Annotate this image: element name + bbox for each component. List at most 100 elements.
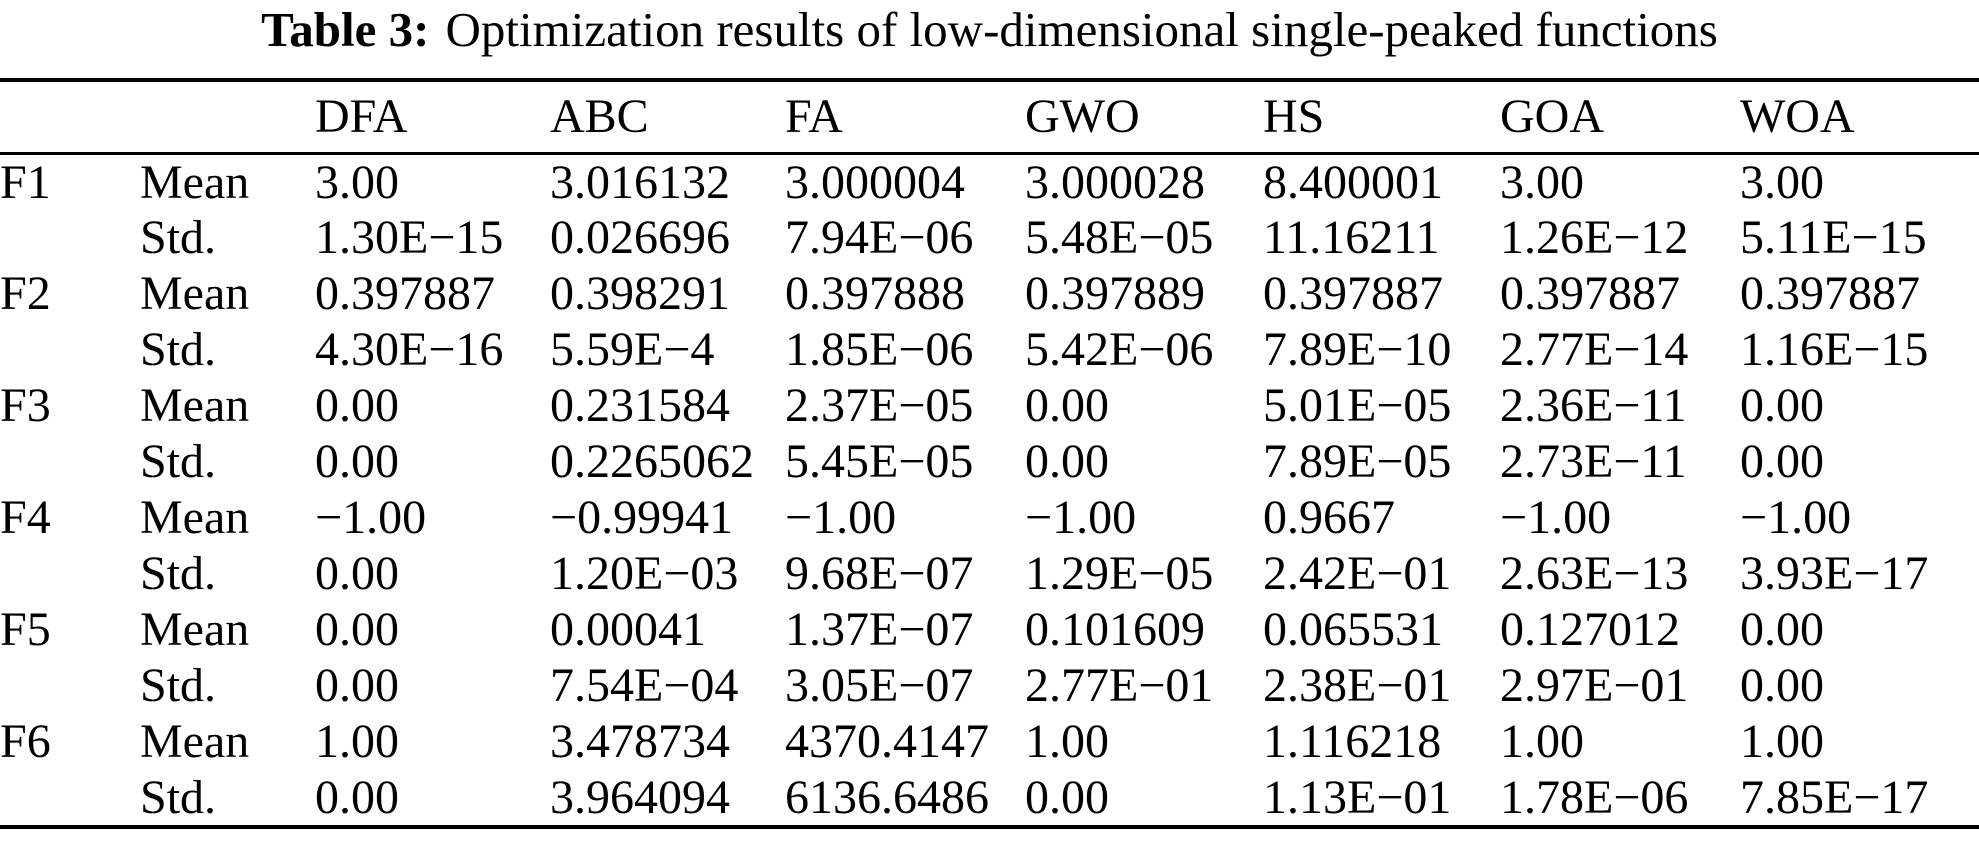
value-cell: 0.127012 <box>1500 603 1680 656</box>
value-cell: −1.00 <box>315 491 427 544</box>
value-cell: 2.97E−01 <box>1500 659 1689 712</box>
value-cell: 0.00 <box>315 547 399 600</box>
table-row: F6 Mean 1.00 3.478734 4370.4147 1.00 1.1… <box>0 714 1979 770</box>
function-cell: F6 <box>0 715 51 768</box>
value-cell: 1.30E−15 <box>315 211 504 264</box>
value-cell: 0.397888 <box>785 267 965 320</box>
value-cell: 11.16211 <box>1263 211 1440 264</box>
column-header-gwo: GWO <box>1025 90 1140 144</box>
value-cell: 1.78E−06 <box>1500 770 1689 824</box>
value-cell: −0.99941 <box>550 491 734 544</box>
value-cell: −1.00 <box>1500 491 1612 544</box>
results-table: DFA ABC FA GWO HS GOA WOA F1 Mean 3.00 3… <box>0 78 1979 829</box>
value-cell: 3.478734 <box>550 715 730 768</box>
stat-cell: Mean <box>140 267 250 320</box>
table-row: Std. 0.00 3.964094 6136.6486 0.00 1.13E−… <box>0 770 1979 827</box>
value-cell: 0.00 <box>1740 603 1824 656</box>
value-cell: 0.9667 <box>1263 491 1395 544</box>
table-row: Std. 0.00 7.54E−04 3.05E−07 2.77E−01 2.3… <box>0 658 1979 714</box>
value-cell: 0.00041 <box>550 603 706 656</box>
stat-cell: Mean <box>140 603 250 656</box>
column-header-woa: WOA <box>1740 90 1855 144</box>
value-cell: 4.30E−16 <box>315 323 504 376</box>
column-header-abc: ABC <box>550 90 649 144</box>
value-cell: 1.116218 <box>1263 715 1442 768</box>
table-row: F4 Mean −1.00 −0.99941 −1.00 −1.00 0.966… <box>0 490 1979 546</box>
value-cell: 1.26E−12 <box>1500 211 1689 264</box>
value-cell: 3.964094 <box>550 770 730 824</box>
value-cell: 5.59E−4 <box>550 323 715 376</box>
value-cell: 1.20E−03 <box>550 547 739 600</box>
value-cell: 9.68E−07 <box>785 547 974 600</box>
table-caption-text: Optimization results of low-dimensional … <box>445 2 1718 57</box>
value-cell: 1.00 <box>1500 715 1584 768</box>
table-caption: Table 3: Optimization results of low-dime… <box>0 2 1979 58</box>
value-cell: 2.77E−14 <box>1500 323 1689 376</box>
function-cell <box>0 210 140 266</box>
value-cell: 1.13E−01 <box>1263 770 1452 824</box>
header-row: DFA ABC FA GWO HS GOA WOA <box>0 80 1979 153</box>
value-cell: 1.00 <box>315 715 399 768</box>
value-cell: −1.00 <box>1025 491 1137 544</box>
column-header-fa: FA <box>785 90 843 144</box>
function-cell: F5 <box>0 603 51 656</box>
value-cell: 5.48E−05 <box>1025 211 1214 264</box>
value-cell: 0.398291 <box>550 267 730 320</box>
table-row: Std. 0.00 1.20E−03 9.68E−07 1.29E−05 2.4… <box>0 546 1979 602</box>
value-cell: 0.00 <box>315 435 399 488</box>
value-cell: 2.42E−01 <box>1263 547 1452 600</box>
table-row: F2 Mean 0.397887 0.398291 0.397888 0.397… <box>0 266 1979 322</box>
function-cell <box>0 770 140 827</box>
value-cell: 0.397887 <box>315 267 495 320</box>
stat-cell: Std. <box>140 770 217 824</box>
value-cell: 5.45E−05 <box>785 435 974 488</box>
value-cell: 0.065531 <box>1263 603 1443 656</box>
value-cell: 0.00 <box>1025 770 1109 824</box>
value-cell: 0.00 <box>315 659 399 712</box>
value-cell: 3.000028 <box>1025 155 1205 209</box>
stat-cell: Std. <box>140 323 217 376</box>
value-cell: 0.026696 <box>550 211 730 264</box>
table-row: F1 Mean 3.00 3.016132 3.000004 3.000028 … <box>0 153 1979 210</box>
value-cell: 5.01E−05 <box>1263 379 1452 432</box>
value-cell: 0.397887 <box>1263 267 1443 320</box>
value-cell: 0.00 <box>1740 379 1824 432</box>
stat-cell: Mean <box>140 715 250 768</box>
table-row: F5 Mean 0.00 0.00041 1.37E−07 0.101609 0… <box>0 602 1979 658</box>
value-cell: −1.00 <box>785 491 897 544</box>
value-cell: 6136.6486 <box>785 770 989 824</box>
empty-header-cell <box>0 80 140 153</box>
value-cell: 3.93E−17 <box>1740 547 1929 600</box>
function-cell: F1 <box>0 155 51 209</box>
value-cell: 7.54E−04 <box>550 659 739 712</box>
value-cell: 1.29E−05 <box>1025 547 1214 600</box>
value-cell: 3.05E−07 <box>785 659 974 712</box>
value-cell: 1.00 <box>1740 715 1824 768</box>
value-cell: 0.00 <box>315 770 399 824</box>
value-cell: 0.00 <box>315 603 399 656</box>
value-cell: −1.00 <box>1740 491 1852 544</box>
stat-cell: Std. <box>140 435 217 488</box>
value-cell: 3.00 <box>1500 155 1584 209</box>
value-cell: 3.000004 <box>785 155 965 209</box>
value-cell: 2.36E−11 <box>1500 379 1687 432</box>
table-row: Std. 1.30E−15 0.026696 7.94E−06 5.48E−05… <box>0 210 1979 266</box>
value-cell: 0.397887 <box>1500 267 1680 320</box>
value-cell: 4370.4147 <box>785 715 989 768</box>
function-cell <box>0 658 140 714</box>
value-cell: 7.85E−17 <box>1740 770 1929 824</box>
column-header-hs: HS <box>1263 90 1325 144</box>
function-cell <box>0 546 140 602</box>
column-header-dfa: DFA <box>315 90 408 144</box>
value-cell: 1.37E−07 <box>785 603 974 656</box>
value-cell: 3.00 <box>1740 155 1824 209</box>
function-cell <box>0 434 140 490</box>
value-cell: 8.400001 <box>1263 155 1443 209</box>
table-row: Std. 4.30E−16 5.59E−4 1.85E−06 5.42E−06 … <box>0 322 1979 378</box>
function-cell: F2 <box>0 267 51 320</box>
value-cell: 0.00 <box>1025 379 1109 432</box>
stat-cell: Mean <box>140 155 250 209</box>
value-cell: 2.77E−01 <box>1025 659 1214 712</box>
value-cell: 0.00 <box>1025 435 1109 488</box>
table-caption-label: Table 3: <box>261 2 430 57</box>
